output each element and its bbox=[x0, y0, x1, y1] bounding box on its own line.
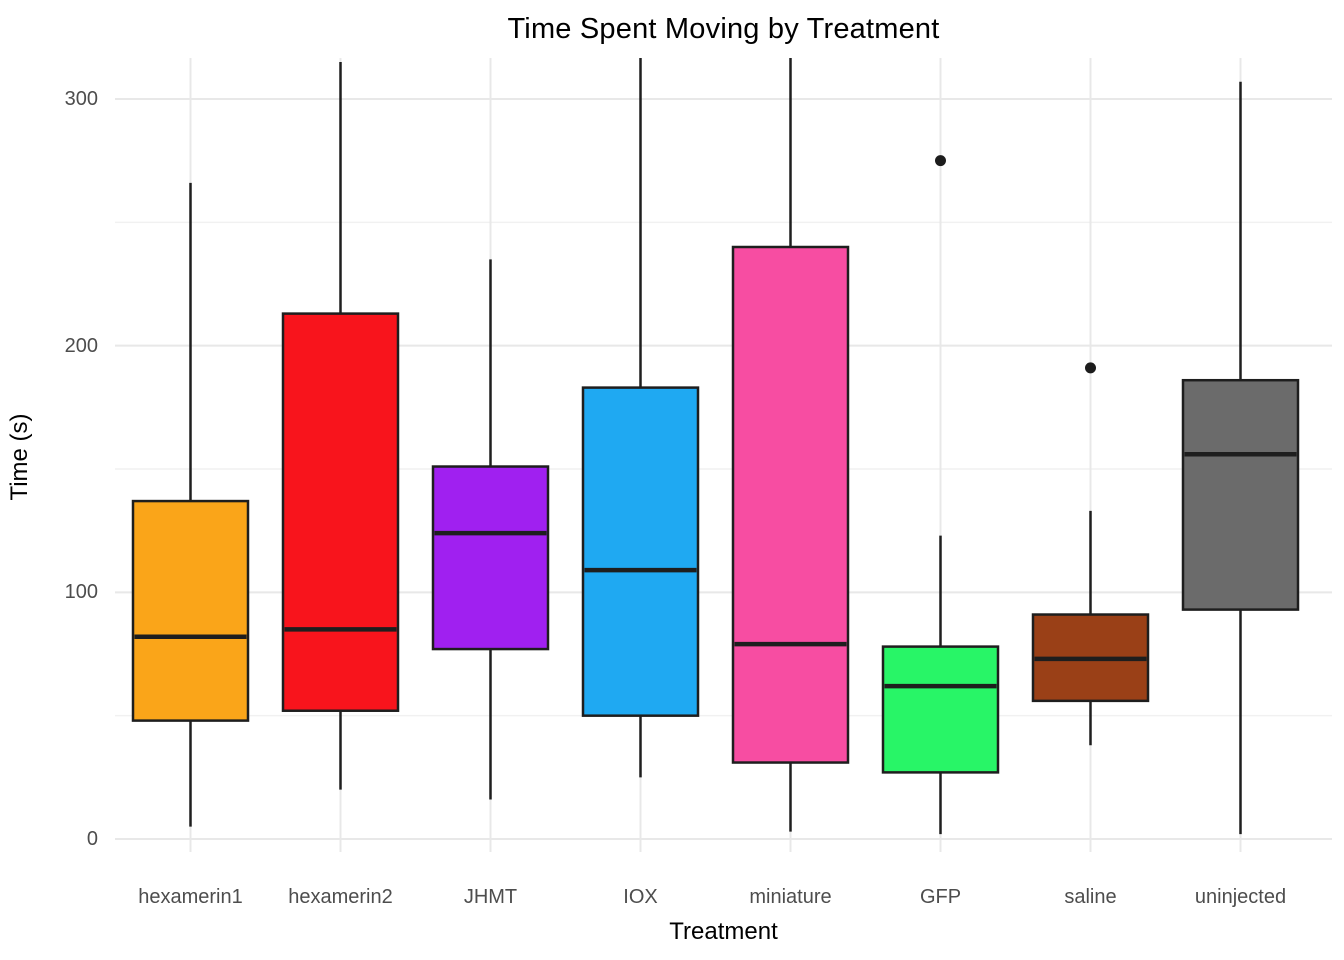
x-tick-label-hexamerin1: hexamerin1 bbox=[138, 886, 243, 908]
plot-panel bbox=[115, 58, 1332, 852]
y-tick-label: 0 bbox=[86, 828, 98, 850]
x-tick-label-JHMT: JHMT bbox=[463, 886, 518, 908]
box-hexamerin1 bbox=[131, 499, 250, 722]
y-tick-label: 100 bbox=[64, 581, 98, 604]
x-tick-label-hexamerin2: hexamerin2 bbox=[288, 886, 393, 908]
box-miniature bbox=[731, 245, 850, 764]
x-tick-label-miniature: miniature bbox=[749, 886, 832, 908]
box-JHMT bbox=[431, 465, 550, 651]
outlier-saline bbox=[1085, 362, 1096, 374]
x-tick-label-saline: saline bbox=[1064, 886, 1117, 908]
x-tick-label-uninjected: uninjected bbox=[1194, 886, 1287, 908]
x-tick-label-GFP: GFP bbox=[919, 886, 962, 908]
chart-title: Time Spent Moving by Treatment bbox=[507, 13, 940, 45]
boxplot-canvas bbox=[115, 58, 1332, 852]
outlier-GFP bbox=[935, 155, 946, 167]
box-uninjected bbox=[1181, 378, 1300, 611]
y-tick-label: 200 bbox=[64, 334, 98, 357]
x-tick-label-IOX: IOX bbox=[623, 886, 658, 908]
box-IOX bbox=[581, 386, 700, 717]
box-GFP bbox=[881, 645, 1000, 774]
box-hexamerin2 bbox=[281, 312, 400, 712]
y-tick-label: 300 bbox=[64, 87, 98, 110]
x-axis-title: Treatment bbox=[669, 918, 778, 945]
